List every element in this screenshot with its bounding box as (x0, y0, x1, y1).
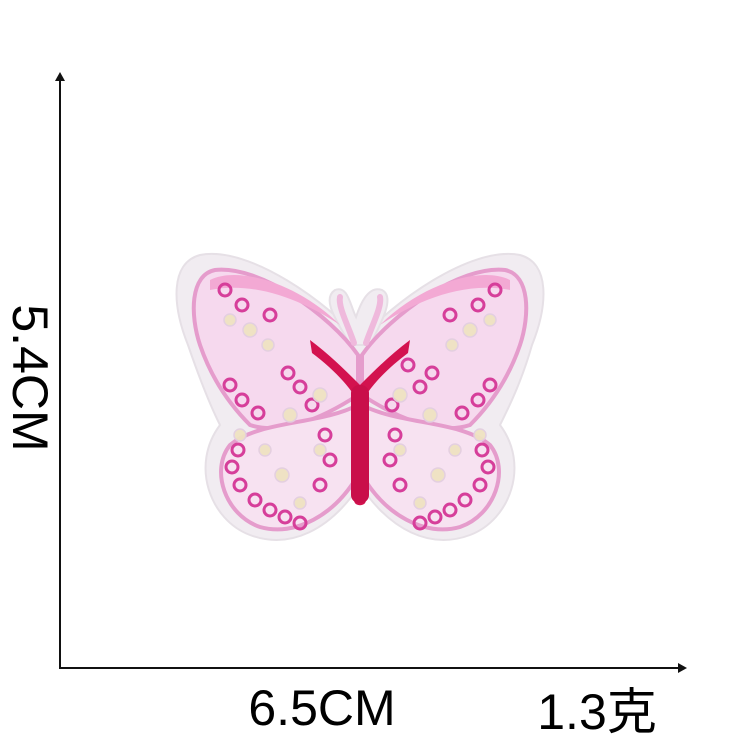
height-label: 5.4CM (2, 304, 58, 452)
width-dimension-line (59, 667, 681, 669)
butterfly-icon (175, 252, 545, 541)
height-dimension-line (59, 78, 61, 668)
width-label: 6.5CM (248, 680, 396, 736)
weight-label: 1.3克 (537, 684, 657, 740)
arrow-up-icon (55, 72, 65, 81)
arrow-right-icon (678, 663, 687, 673)
